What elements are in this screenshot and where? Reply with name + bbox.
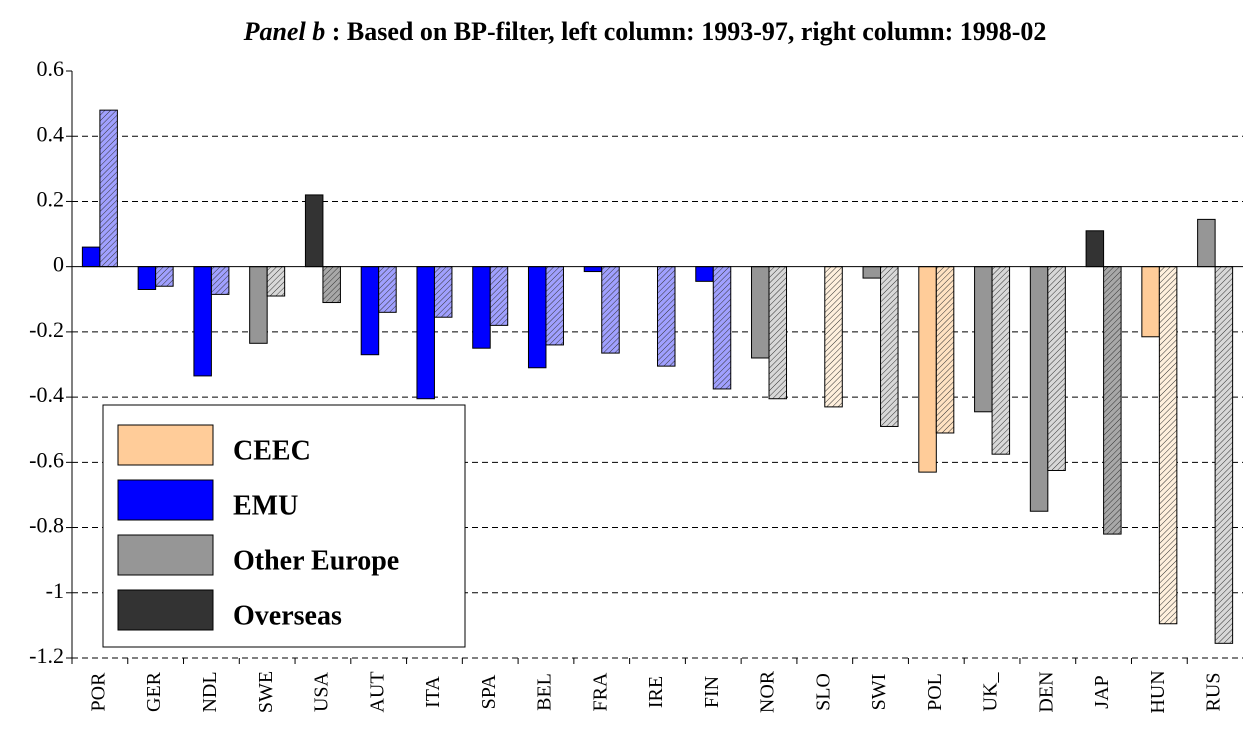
x-tick-label: HUN <box>1147 670 1169 713</box>
legend-label: EMU <box>233 490 298 521</box>
bar <box>472 266 491 349</box>
bar <box>322 266 341 304</box>
x-tick-label: POL <box>924 673 946 711</box>
x-tick-label: SWI <box>868 674 890 711</box>
bar <box>1047 266 1066 471</box>
x-tick-label: SWE <box>255 671 277 713</box>
x-tick-label: SPA <box>478 674 500 709</box>
legend-swatch <box>117 534 214 576</box>
bar <box>695 266 714 282</box>
bar <box>155 266 174 287</box>
x-tick-label: FIN <box>701 676 723 708</box>
x-tick-label: POR <box>87 672 109 712</box>
y-tick-label: 0.4 <box>37 121 65 146</box>
bar <box>137 266 157 290</box>
bar <box>99 109 118 268</box>
bar <box>1158 266 1178 625</box>
bar <box>1214 266 1234 644</box>
legend-swatch <box>117 479 214 521</box>
x-tick-label: GER <box>143 671 165 712</box>
title-text: : Based on BP-filter, left column: 1993-… <box>325 17 1046 46</box>
y-tick-label: -0.6 <box>29 447 64 472</box>
x-tick-label: USA <box>311 671 333 712</box>
y-tick-label: -0.8 <box>29 513 64 538</box>
bar <box>583 266 603 273</box>
x-tick-label: RUS <box>1203 673 1225 712</box>
legend-label: Overseas <box>233 600 342 631</box>
bar <box>918 266 937 473</box>
bar <box>1197 218 1216 268</box>
legend-label: CEEC <box>233 435 311 466</box>
bar <box>433 266 453 318</box>
x-tick-label: SLO <box>812 673 834 711</box>
bar <box>1141 266 1160 338</box>
bar <box>545 266 564 346</box>
y-tick-label: 0.6 <box>37 56 65 81</box>
x-tick-label: FRA <box>589 672 611 711</box>
bar <box>266 266 286 297</box>
x-tick-label: ITA <box>422 676 444 708</box>
bar <box>360 266 380 356</box>
bar <box>1029 266 1049 512</box>
bar <box>601 266 620 354</box>
legend-swatch <box>117 424 214 466</box>
bar <box>824 266 843 408</box>
x-tick-label: NOR <box>757 670 779 713</box>
y-tick-label: -1 <box>46 578 64 603</box>
legend-label: Other Europe <box>233 545 399 576</box>
bar <box>1085 230 1105 268</box>
bar <box>862 266 882 279</box>
bar <box>1103 266 1122 535</box>
bar <box>378 266 397 313</box>
x-tick-label: JAP <box>1091 675 1113 708</box>
bar <box>210 266 230 295</box>
bar <box>657 266 676 367</box>
bar <box>974 266 993 413</box>
y-tick-label: 0 <box>53 252 64 277</box>
bar <box>416 266 435 400</box>
y-tick-label: 0.2 <box>37 186 65 211</box>
bar <box>880 266 899 427</box>
bar <box>991 266 1011 455</box>
bar <box>81 246 101 268</box>
x-tick-label: AUT <box>366 671 388 712</box>
bar <box>712 266 732 390</box>
title-italic: Panel b <box>243 17 326 46</box>
x-tick-label: IRE <box>645 676 667 708</box>
bar <box>768 266 788 400</box>
bar <box>935 266 955 434</box>
y-tick-label: -1.2 <box>29 643 64 668</box>
legend-swatch <box>117 589 214 631</box>
bar <box>249 266 268 344</box>
bar <box>489 266 509 326</box>
bar <box>304 194 324 268</box>
bar <box>527 266 547 369</box>
chart-title: Panel b : Based on BP-filter, left colum… <box>243 17 1047 46</box>
x-tick-label: UK_ <box>980 672 1002 712</box>
bar <box>751 266 770 359</box>
x-tick-label: BEL <box>534 673 556 711</box>
y-tick-label: -0.2 <box>29 317 64 342</box>
x-tick-label: NDL <box>199 671 221 712</box>
y-tick-label: -0.4 <box>29 382 64 407</box>
bar <box>193 266 212 377</box>
x-tick-label: DEN <box>1035 671 1057 712</box>
